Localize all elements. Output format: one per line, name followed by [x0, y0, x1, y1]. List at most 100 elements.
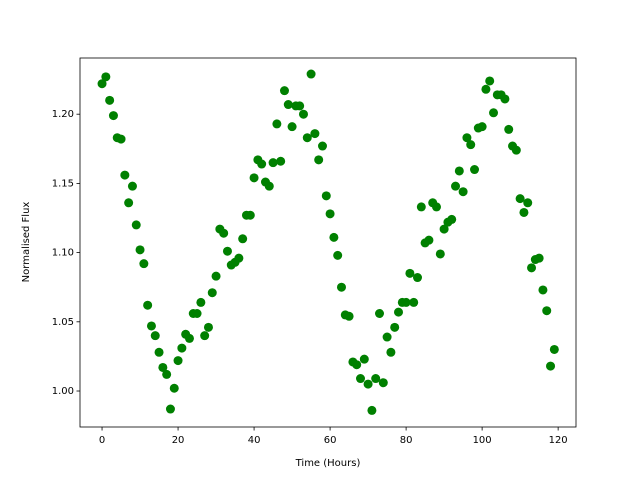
point [432, 202, 442, 212]
point [504, 124, 514, 134]
point [127, 181, 137, 191]
point [477, 122, 487, 132]
point [390, 322, 400, 332]
point [310, 129, 320, 139]
point [515, 194, 525, 204]
point [287, 122, 297, 132]
x-axis-label: Time (Hours) [295, 458, 361, 469]
point [219, 228, 229, 238]
point [298, 109, 308, 119]
point [378, 378, 388, 388]
y-tick-label: 1.00 [52, 386, 74, 397]
point [542, 306, 552, 316]
point [101, 72, 111, 82]
point [264, 181, 274, 191]
point [177, 343, 187, 353]
point [306, 69, 316, 79]
x-tick-label: 100 [473, 435, 492, 446]
point [481, 84, 491, 94]
point [470, 165, 480, 175]
point [222, 246, 232, 256]
point [435, 249, 445, 259]
y-tick-label: 1.20 [52, 109, 74, 120]
y-tick-label: 1.10 [52, 248, 74, 259]
point [519, 207, 529, 217]
point [249, 173, 259, 183]
point [173, 356, 183, 366]
point [192, 309, 202, 319]
point [336, 282, 346, 292]
point [124, 198, 134, 208]
point [382, 332, 392, 342]
point [279, 86, 289, 96]
point [538, 285, 548, 295]
point [165, 404, 175, 414]
point [413, 273, 423, 283]
point [302, 133, 312, 143]
point [276, 156, 286, 166]
point [359, 354, 369, 364]
point [401, 297, 411, 307]
point [352, 360, 362, 370]
point [371, 374, 381, 384]
point [439, 224, 449, 234]
point [108, 111, 118, 121]
axes-frame [79, 57, 577, 428]
point [150, 331, 160, 341]
point [207, 288, 217, 298]
point [500, 94, 510, 104]
point [527, 263, 537, 273]
point [424, 235, 434, 245]
point [257, 159, 267, 169]
point [355, 374, 365, 384]
point [405, 268, 415, 278]
point [135, 245, 145, 255]
y-axis-label: Normalised Flux [21, 202, 32, 283]
x-tick-label: 80 [400, 435, 413, 446]
point [329, 232, 339, 242]
point [314, 155, 324, 165]
point [511, 145, 521, 155]
point [143, 300, 153, 310]
point [162, 369, 172, 379]
point [447, 214, 457, 224]
point [97, 79, 107, 89]
x-tick-label: 40 [248, 435, 261, 446]
point [344, 311, 354, 321]
point [386, 347, 396, 357]
point [131, 220, 141, 230]
point [462, 133, 472, 143]
point [333, 250, 343, 260]
point [200, 331, 210, 341]
point [146, 321, 156, 331]
point [409, 297, 419, 307]
point [394, 307, 404, 317]
y-tick-label: 1.05 [52, 317, 74, 328]
point [234, 253, 244, 263]
point [451, 181, 461, 191]
point [268, 158, 278, 168]
point [105, 95, 115, 105]
point [238, 234, 248, 244]
point [317, 141, 327, 151]
point [295, 101, 305, 111]
point [120, 170, 130, 180]
point [169, 383, 179, 393]
point [158, 362, 168, 372]
point [139, 259, 149, 269]
y-tick-label: 1.15 [52, 178, 74, 189]
point [546, 361, 556, 371]
point [283, 100, 293, 110]
point [367, 405, 377, 415]
point [211, 271, 221, 281]
point [485, 76, 495, 86]
point [534, 253, 544, 263]
point [489, 108, 499, 118]
point [375, 309, 385, 319]
point [458, 187, 468, 197]
x-tick-label: 0 [99, 435, 105, 446]
point [245, 210, 255, 220]
point [549, 344, 559, 354]
point [325, 209, 335, 219]
